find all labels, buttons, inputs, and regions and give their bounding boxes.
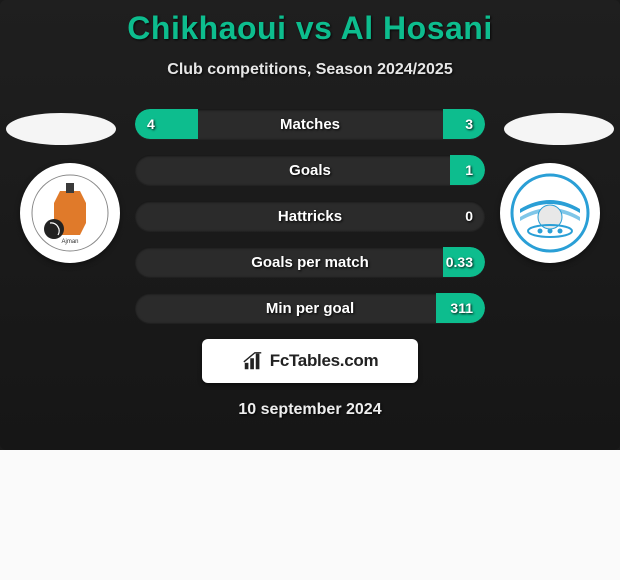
club-logo-left-icon: Ajman <box>30 173 110 253</box>
stat-label: Matches <box>135 109 485 139</box>
player-name-pill-left <box>6 113 116 145</box>
stat-label: Goals <box>135 155 485 185</box>
club-badge-left: Ajman <box>20 163 120 263</box>
stat-row: 311Min per goal <box>135 293 485 323</box>
below-panel <box>0 450 620 580</box>
stat-label: Min per goal <box>135 293 485 323</box>
svg-text:Ajman: Ajman <box>61 239 78 245</box>
player-name-pill-right <box>504 113 614 145</box>
brand-suffix: Tables.com <box>289 351 378 370</box>
bar-chart-icon <box>242 350 264 372</box>
date-text: 10 september 2024 <box>0 401 620 419</box>
brand-prefix: Fc <box>270 351 289 370</box>
page-title: Chikhaoui vs Al Hosani <box>0 0 620 47</box>
stats-rows: 43Matches 1Goals 0Hattricks 0.33Goals per m… <box>135 109 485 323</box>
brand-box[interactable]: FcTables.com <box>202 339 418 383</box>
stat-row: 0Hattricks <box>135 201 485 231</box>
page-subtitle: Club competitions, Season 2024/2025 <box>0 61 620 79</box>
stat-label: Goals per match <box>135 247 485 277</box>
comparison-panel: Chikhaoui vs Al Hosani Club competitions… <box>0 0 620 450</box>
stat-label: Hattricks <box>135 201 485 231</box>
stat-row: 1Goals <box>135 155 485 185</box>
club-badge-right <box>500 163 600 263</box>
content-area: Ajman 43Matches 1Goals 0Hattricks 0.33Goals… <box>0 109 620 323</box>
brand-text: FcTables.com <box>270 351 379 371</box>
stat-row: 43Matches <box>135 109 485 139</box>
club-logo-right-icon <box>510 173 590 253</box>
stat-row: 0.33Goals per match <box>135 247 485 277</box>
